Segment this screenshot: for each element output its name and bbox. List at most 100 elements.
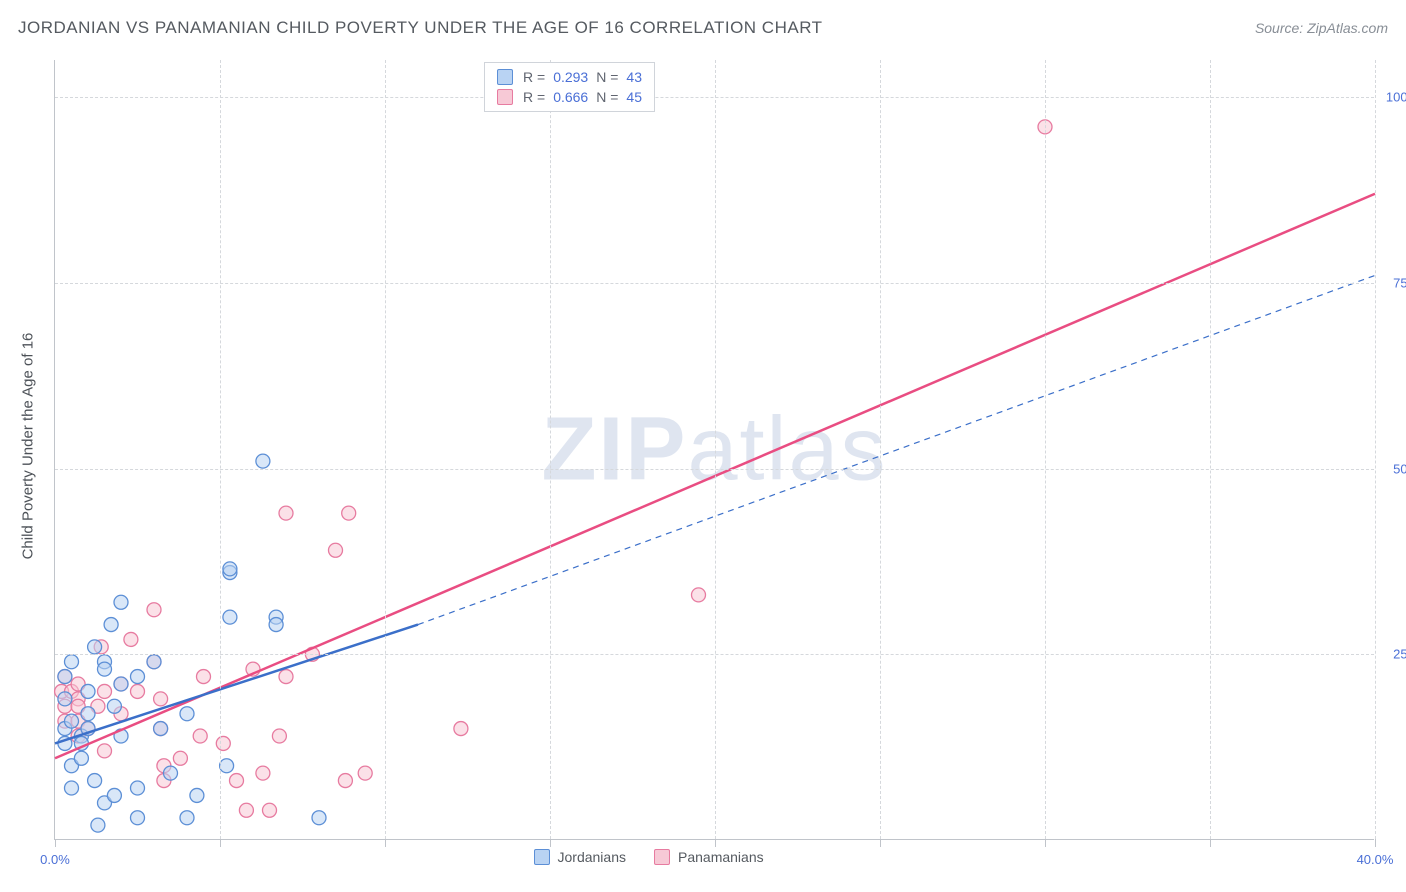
point-panamanians xyxy=(216,736,230,750)
plot-area: ZIPatlas 25.0%50.0%75.0%100.0%0.0%40.0%R… xyxy=(54,60,1374,840)
point-jordanians xyxy=(256,454,270,468)
legend-stat-value: 0.293 xyxy=(553,69,588,85)
point-jordanians xyxy=(190,788,204,802)
legend-stat-label: R = xyxy=(523,89,545,105)
point-panamanians xyxy=(124,632,138,646)
legend-item: Panamanians xyxy=(654,849,764,865)
y-tick-label: 100.0% xyxy=(1386,90,1406,105)
legend-swatch xyxy=(497,89,513,105)
point-jordanians xyxy=(164,766,178,780)
point-panamanians xyxy=(338,774,352,788)
point-panamanians xyxy=(279,506,293,520)
point-jordanians xyxy=(65,655,79,669)
point-panamanians xyxy=(173,751,187,765)
point-jordanians xyxy=(91,818,105,832)
point-jordanians xyxy=(98,662,112,676)
legend-correlation: R = 0.293 N = 43 R = 0.666 N = 45 xyxy=(484,62,655,112)
point-jordanians xyxy=(147,655,161,669)
point-jordanians xyxy=(107,788,121,802)
x-tick xyxy=(1210,839,1211,847)
y-axis-title: Child Poverty Under the Age of 16 xyxy=(20,333,37,560)
y-tick-label: 75.0% xyxy=(1393,275,1406,290)
point-panamanians xyxy=(193,729,207,743)
point-jordanians xyxy=(58,670,72,684)
point-panamanians xyxy=(692,588,706,602)
legend-label: Jordanians xyxy=(558,849,627,865)
point-jordanians xyxy=(104,618,118,632)
legend-stat-value: 45 xyxy=(626,89,642,105)
point-panamanians xyxy=(358,766,372,780)
x-tick xyxy=(220,839,221,847)
legend-swatch xyxy=(654,849,670,865)
x-tick-label: 40.0% xyxy=(1357,852,1394,867)
gridline-v xyxy=(1210,60,1211,839)
point-jordanians xyxy=(107,699,121,713)
point-panamanians xyxy=(256,766,270,780)
point-jordanians xyxy=(220,759,234,773)
x-tick xyxy=(385,839,386,847)
x-tick xyxy=(880,839,881,847)
point-jordanians xyxy=(131,670,145,684)
point-panamanians xyxy=(230,774,244,788)
x-tick xyxy=(1375,839,1376,847)
legend-series: Jordanians Panamanians xyxy=(534,849,764,865)
legend-stat-value: 0.666 xyxy=(553,89,588,105)
chart-title: JORDANIAN VS PANAMANIAN CHILD POVERTY UN… xyxy=(18,18,823,38)
point-jordanians xyxy=(88,774,102,788)
gridline-v xyxy=(220,60,221,839)
trendline-jordanians-dashed xyxy=(418,275,1375,624)
point-jordanians xyxy=(131,781,145,795)
point-jordanians xyxy=(81,684,95,698)
x-tick xyxy=(55,839,56,847)
point-panamanians xyxy=(98,744,112,758)
point-panamanians xyxy=(263,803,277,817)
gridline-v xyxy=(385,60,386,839)
point-panamanians xyxy=(329,543,343,557)
legend-stat-label: N = xyxy=(596,89,618,105)
point-panamanians xyxy=(98,684,112,698)
point-jordanians xyxy=(269,618,283,632)
point-panamanians xyxy=(279,670,293,684)
trendline-jordanians-solid xyxy=(55,625,418,744)
source-attribution: Source: ZipAtlas.com xyxy=(1255,20,1388,36)
point-panamanians xyxy=(239,803,253,817)
legend-stat-label: R = xyxy=(523,69,545,85)
legend-item: Jordanians xyxy=(534,849,627,865)
point-panamanians xyxy=(154,692,168,706)
legend-swatch xyxy=(497,69,513,85)
point-jordanians xyxy=(88,640,102,654)
point-jordanians xyxy=(131,811,145,825)
point-jordanians xyxy=(65,714,79,728)
point-jordanians xyxy=(65,781,79,795)
point-panamanians xyxy=(342,506,356,520)
point-jordanians xyxy=(114,595,128,609)
point-panamanians xyxy=(147,603,161,617)
y-tick-label: 50.0% xyxy=(1393,461,1406,476)
point-jordanians xyxy=(223,562,237,576)
point-panamanians xyxy=(131,684,145,698)
legend-stat-label: N = xyxy=(596,69,618,85)
point-jordanians xyxy=(154,722,168,736)
point-jordanians xyxy=(58,692,72,706)
y-tick-label: 25.0% xyxy=(1393,647,1406,662)
legend-swatch xyxy=(534,849,550,865)
point-panamanians xyxy=(197,670,211,684)
x-tick xyxy=(550,839,551,847)
point-jordanians xyxy=(114,677,128,691)
gridline-v xyxy=(550,60,551,839)
gridline-v xyxy=(880,60,881,839)
point-jordanians xyxy=(74,751,88,765)
point-jordanians xyxy=(81,707,95,721)
point-jordanians xyxy=(312,811,326,825)
point-jordanians xyxy=(223,610,237,624)
legend-stat-value: 43 xyxy=(626,69,642,85)
point-jordanians xyxy=(180,707,194,721)
gridline-v xyxy=(1375,60,1376,839)
point-panamanians xyxy=(454,722,468,736)
x-tick xyxy=(1045,839,1046,847)
point-jordanians xyxy=(180,811,194,825)
x-tick-label: 0.0% xyxy=(40,852,70,867)
legend-label: Panamanians xyxy=(678,849,764,865)
gridline-v xyxy=(1045,60,1046,839)
point-panamanians xyxy=(272,729,286,743)
